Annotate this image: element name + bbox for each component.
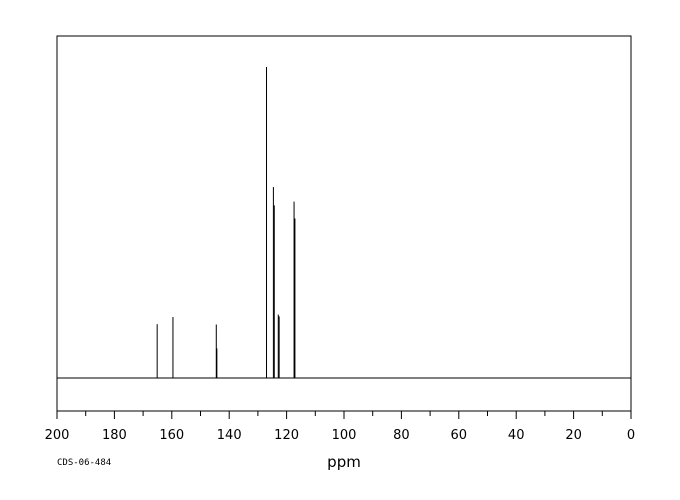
x-axis-label: ppm	[327, 453, 361, 471]
tick-label-60: 60	[451, 428, 468, 443]
peak-group	[156, 67, 296, 378]
tick-label-100: 100	[332, 428, 357, 443]
x-axis-ticks	[56, 411, 632, 419]
tick-label-200: 200	[45, 428, 70, 443]
tick-label-80: 80	[393, 428, 410, 443]
tick-label-40: 40	[508, 428, 525, 443]
tick-label-180: 180	[102, 428, 127, 443]
plot-frame	[56, 35, 632, 412]
tick-label-140: 140	[217, 428, 242, 443]
tick-label-20: 20	[565, 428, 582, 443]
tick-label-160: 160	[159, 428, 184, 443]
tick-label-120: 120	[274, 428, 299, 443]
sample-code: CDS-06-484	[57, 458, 111, 468]
x-axis-tick-labels: 200 180 160 140 120 100 80 60 40 20 0	[45, 428, 636, 443]
tick-label-0: 0	[627, 428, 635, 443]
